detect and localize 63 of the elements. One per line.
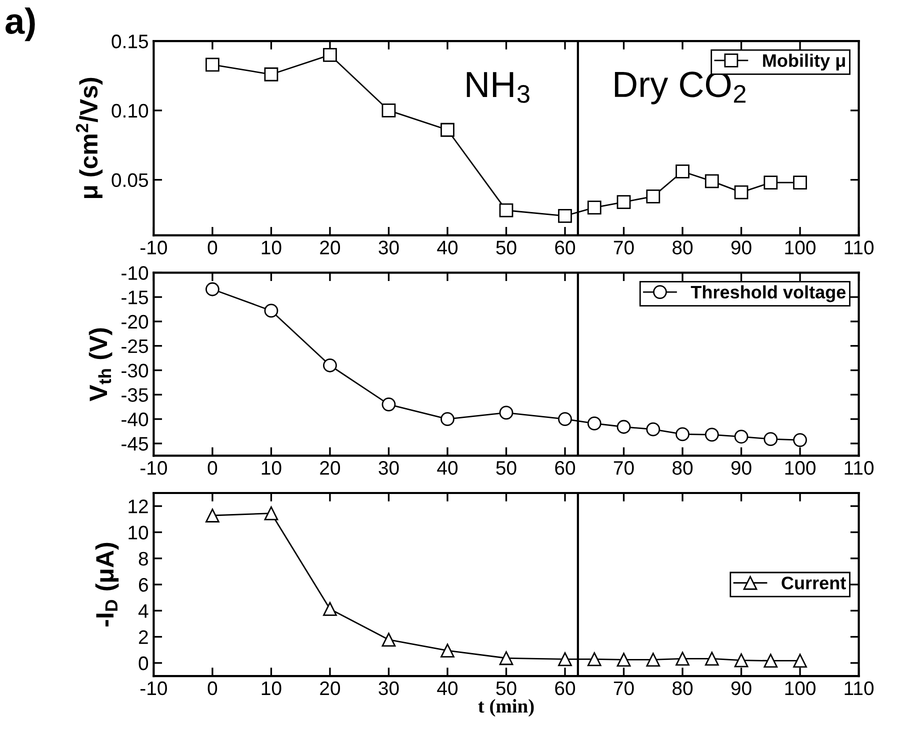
x-tick-label: 90	[731, 240, 752, 254]
y-tick-label: -25	[122, 339, 148, 354]
x-tick-label: 60	[555, 461, 576, 475]
y-tick-label: 0	[138, 656, 148, 670]
x-tick-label: 20	[320, 461, 340, 475]
x-tick-label: 10	[262, 461, 282, 475]
x-tick-label: 20	[320, 681, 340, 696]
x-tick-label: 0	[208, 461, 218, 475]
x-tick-label: 60	[555, 681, 576, 696]
x-tick-label: 110	[844, 240, 874, 254]
y-tick-label: 0.15	[112, 34, 148, 48]
y-tick-label: -20	[122, 314, 148, 329]
x-tick-label: 90	[731, 461, 752, 475]
y-tick-label: -40	[122, 412, 148, 426]
x-tick-label: 10	[262, 681, 282, 696]
y-tick-label: 12	[128, 500, 148, 514]
x-tick-label: 70	[614, 240, 634, 254]
y-tick-label: 0.05	[112, 173, 148, 188]
y-tick-label: 8	[138, 552, 148, 566]
y-axis-title: μ (cm$^{2}$/Vs)	[76, 78, 103, 198]
y-tick-label: -35	[122, 388, 148, 402]
y-axis-title: V$_{th}$ (V)	[88, 328, 112, 402]
y-tick-label: -30	[122, 364, 148, 378]
x-tick-label: 100	[785, 681, 816, 696]
x-tick-label: 80	[672, 461, 693, 475]
legend-label: Threshold voltage	[690, 285, 846, 302]
x-tick-label: 0	[208, 240, 218, 254]
x-tick-label: 80	[672, 681, 693, 696]
y-tick-label: 0.10	[112, 104, 148, 118]
x-tick-label: 30	[378, 240, 399, 254]
x-tick-label: 70	[614, 461, 634, 475]
x-tick-label: 0	[208, 681, 218, 696]
x-axis-title: t (min)	[478, 699, 534, 717]
x-tick-label: 50	[496, 681, 516, 696]
y-tick-label: 10	[128, 526, 148, 540]
x-tick-label: 80	[672, 240, 693, 254]
x-tick-label: 30	[378, 681, 399, 696]
x-tick-label: 100	[785, 240, 816, 254]
x-tick-label: 10	[262, 240, 282, 254]
y-tick-label: -45	[122, 437, 148, 451]
y-tick-label: -10	[122, 266, 148, 280]
x-tick-label: 60	[555, 240, 576, 254]
x-tick-label: 20	[320, 240, 340, 254]
x-tick-label: 110	[844, 681, 874, 696]
x-tick-label: 110	[844, 461, 874, 475]
x-tick-label: 100	[785, 461, 816, 475]
x-tick-label: 90	[731, 681, 752, 696]
text: a)	[6, 7, 35, 42]
x-tick-label: 70	[614, 681, 634, 696]
x-tick-label: 40	[437, 240, 458, 254]
y-tick-label: 6	[138, 578, 148, 592]
x-tick-label: 40	[437, 681, 458, 696]
legend-label: Current	[782, 576, 846, 590]
annotation: NH$_{3}$	[466, 72, 530, 103]
y-tick-label: -15	[122, 290, 148, 304]
legend-label: Mobility μ	[763, 54, 845, 71]
x-tick-label: 50	[496, 461, 516, 475]
y-tick-label: 2	[138, 630, 148, 644]
x-tick-label: 30	[378, 461, 399, 475]
y-tick-label: 4	[138, 604, 148, 618]
y-axis-title: -I$_{D}$ (μA)	[95, 542, 119, 626]
x-tick-label: 50	[496, 240, 516, 254]
x-tick-label: 40	[437, 461, 458, 475]
